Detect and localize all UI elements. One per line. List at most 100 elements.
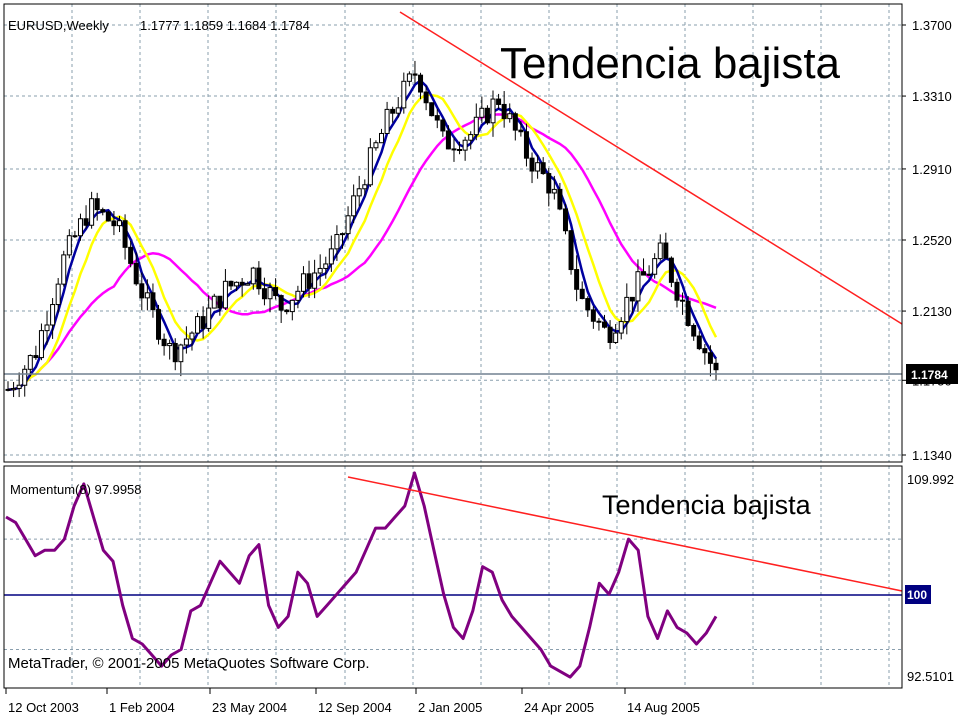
candle-body xyxy=(635,271,641,302)
candle-body xyxy=(66,235,72,256)
candle-body xyxy=(401,80,407,109)
current-price-tag xyxy=(906,364,958,384)
candle-body xyxy=(384,108,390,134)
candle-body xyxy=(685,300,691,326)
candle-body xyxy=(339,233,345,236)
time-axis: 12 Oct 2003 1 Feb 2004 23 May 2004 12 Sep 2… xyxy=(4,687,902,715)
candle-body xyxy=(440,119,446,132)
candle-body xyxy=(468,134,474,141)
candle-body xyxy=(156,309,162,340)
price-tick-label: 1.3700 xyxy=(912,18,952,33)
time-tick-label: 12 Sep 2004 xyxy=(318,700,392,715)
candle-body xyxy=(657,242,663,260)
momentum-tick-max: 109.992 xyxy=(907,472,954,487)
candle-body xyxy=(362,184,368,190)
time-tick-label: 24 Apr 2005 xyxy=(524,700,594,715)
candle-body xyxy=(245,283,251,286)
candle-body xyxy=(351,195,357,217)
candle-body xyxy=(278,295,284,311)
candle-body xyxy=(596,320,602,323)
price-tick-label: 1.2520 xyxy=(912,233,952,248)
candle-body xyxy=(189,332,195,340)
candle-body xyxy=(211,295,217,309)
candle-body xyxy=(44,324,50,332)
candle-body xyxy=(445,130,451,150)
time-tick-label: 1 Feb 2004 xyxy=(109,700,175,715)
candle-body xyxy=(284,309,290,313)
price-panel-frame xyxy=(3,3,903,463)
candle-body xyxy=(217,295,223,309)
candle-body xyxy=(55,283,61,306)
candle-body xyxy=(334,234,340,250)
candle-body xyxy=(195,316,201,334)
candle-body xyxy=(306,273,312,289)
candle-body xyxy=(702,348,708,354)
candle-body xyxy=(496,98,502,105)
candle-body xyxy=(206,307,212,329)
candle-body xyxy=(557,188,563,210)
candle-body xyxy=(423,91,429,104)
candle-body xyxy=(663,242,669,259)
candle-body xyxy=(590,309,596,322)
candle-body xyxy=(83,218,89,226)
candle-body xyxy=(546,173,552,194)
candle-body xyxy=(139,283,145,299)
candle-body xyxy=(713,362,719,371)
candle-body xyxy=(22,368,28,386)
candle-body xyxy=(250,267,256,285)
candle-body xyxy=(328,248,334,265)
current-price-tag-label: 1.1784 xyxy=(911,368,948,382)
candle-body xyxy=(27,355,33,370)
candle-body xyxy=(691,324,697,337)
candle-body xyxy=(273,287,279,297)
candle-body xyxy=(94,198,100,211)
candle-body xyxy=(390,108,396,114)
candle-body xyxy=(629,296,635,302)
candle-body xyxy=(178,344,184,363)
candle-body xyxy=(11,387,17,391)
candle-body xyxy=(406,73,412,82)
time-tick-label: 23 May 2004 xyxy=(212,700,287,715)
candlesticks xyxy=(5,60,719,398)
time-tick-label: 2 Jan 2005 xyxy=(418,700,482,715)
candle-body xyxy=(451,148,457,151)
candle-body xyxy=(111,220,117,227)
price-tick-label: 1.2910 xyxy=(912,162,952,177)
price-axis: 1.37001.33101.29101.25201.21301.17501.13… xyxy=(902,18,952,463)
candle-body xyxy=(613,332,619,343)
candle-body xyxy=(289,299,295,313)
candle-body xyxy=(122,220,128,248)
candle-body xyxy=(100,209,106,213)
candle-body xyxy=(473,116,479,136)
candle-body xyxy=(295,290,301,301)
candle-body xyxy=(317,267,323,274)
candle-body xyxy=(345,215,351,235)
candle-body xyxy=(585,298,591,311)
candle-body xyxy=(77,218,83,237)
candle-body xyxy=(200,316,206,329)
momentum-tick-min: 92.5101 xyxy=(907,669,954,684)
candle-body xyxy=(356,188,362,197)
momentum-annotation: Tendencia bajista xyxy=(602,490,812,520)
candle-body xyxy=(568,230,574,271)
candle-body xyxy=(540,162,546,175)
candle-body xyxy=(484,107,490,124)
candle-body xyxy=(300,273,306,292)
candle-body xyxy=(579,288,585,300)
candle-body xyxy=(707,352,713,364)
candle-body xyxy=(535,162,541,172)
candle-body xyxy=(5,388,11,391)
candle-body xyxy=(105,211,111,222)
candle-body xyxy=(618,321,624,334)
candle-body xyxy=(222,280,228,309)
candle-body xyxy=(261,288,267,300)
candle-body xyxy=(602,321,608,328)
candle-body xyxy=(674,281,680,301)
candle-body xyxy=(395,107,401,114)
candle-body xyxy=(512,113,518,131)
candle-body xyxy=(646,273,652,276)
candle-body xyxy=(267,287,273,300)
momentum-tick-100: 100 xyxy=(907,588,927,602)
